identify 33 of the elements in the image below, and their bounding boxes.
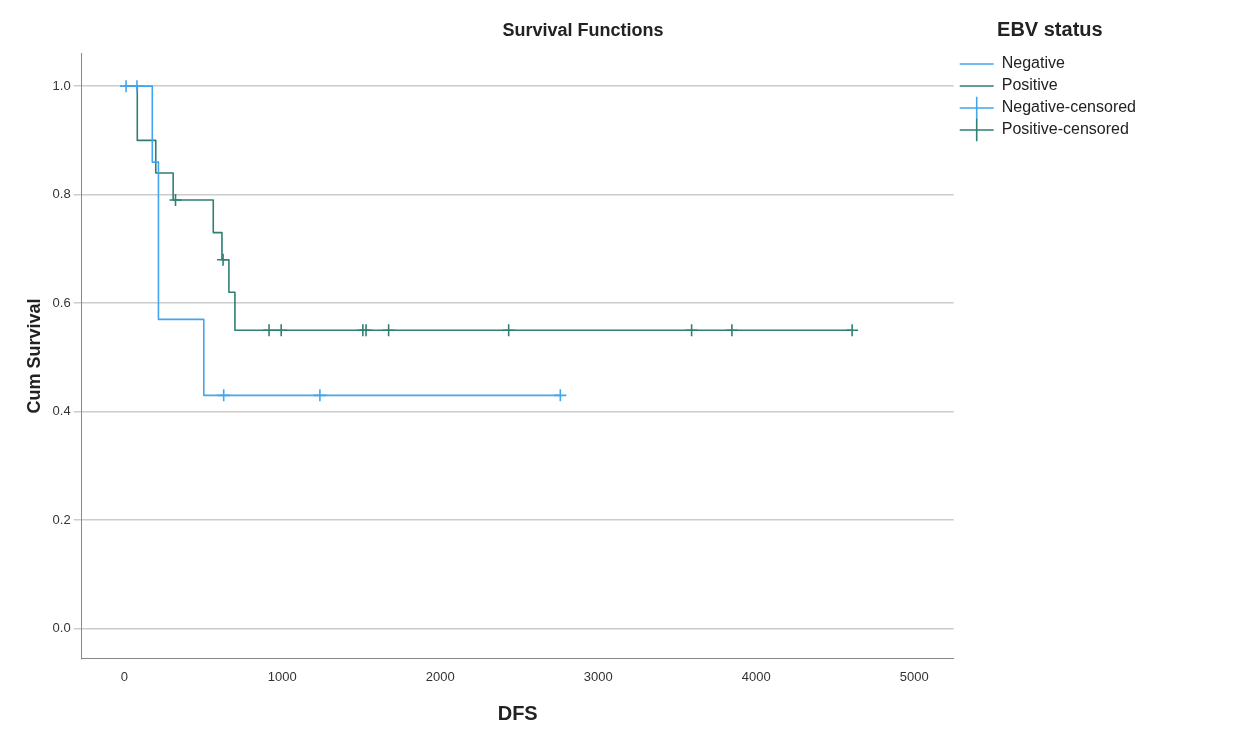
point: [725, 323, 739, 338]
legend-label: Positive: [1001, 76, 1058, 94]
x-tick-label: 3000: [583, 668, 613, 684]
y-tick-label: 0.2: [52, 511, 71, 527]
point: [168, 193, 183, 207]
legend-title: EBV status: [997, 17, 1103, 40]
chart-title: Survival Functions: [502, 19, 664, 40]
y-tick-label: 0.4: [52, 403, 71, 419]
point: [381, 323, 396, 338]
y-tick-label: 1.0: [52, 77, 71, 93]
point: [274, 323, 288, 338]
x-tick-label: 4000: [741, 668, 771, 684]
x-tick-label: 5000: [899, 668, 929, 684]
y-tick-label: 0.0: [52, 620, 71, 636]
point: [216, 252, 230, 267]
x-tick-label: 0: [120, 668, 128, 684]
point: [216, 388, 231, 403]
x-axis-title: DFS: [497, 701, 538, 724]
legend-label: Negative-censored: [1001, 98, 1136, 116]
point: [684, 323, 699, 338]
legend-label: Positive-censored: [1001, 120, 1129, 138]
point: [313, 388, 327, 403]
x-tick-label: 2000: [425, 668, 455, 684]
y-tick-label: 0.6: [52, 294, 71, 310]
point: [845, 323, 859, 338]
y-tick-label: 0.8: [52, 186, 71, 202]
legend-label: Negative: [1001, 54, 1065, 72]
point: [501, 323, 516, 338]
point: [119, 79, 133, 93]
point: [262, 323, 276, 338]
x-tick-label: 1000: [267, 668, 297, 684]
point: [553, 388, 568, 403]
y-axis-title: Cum Survival: [23, 298, 44, 414]
